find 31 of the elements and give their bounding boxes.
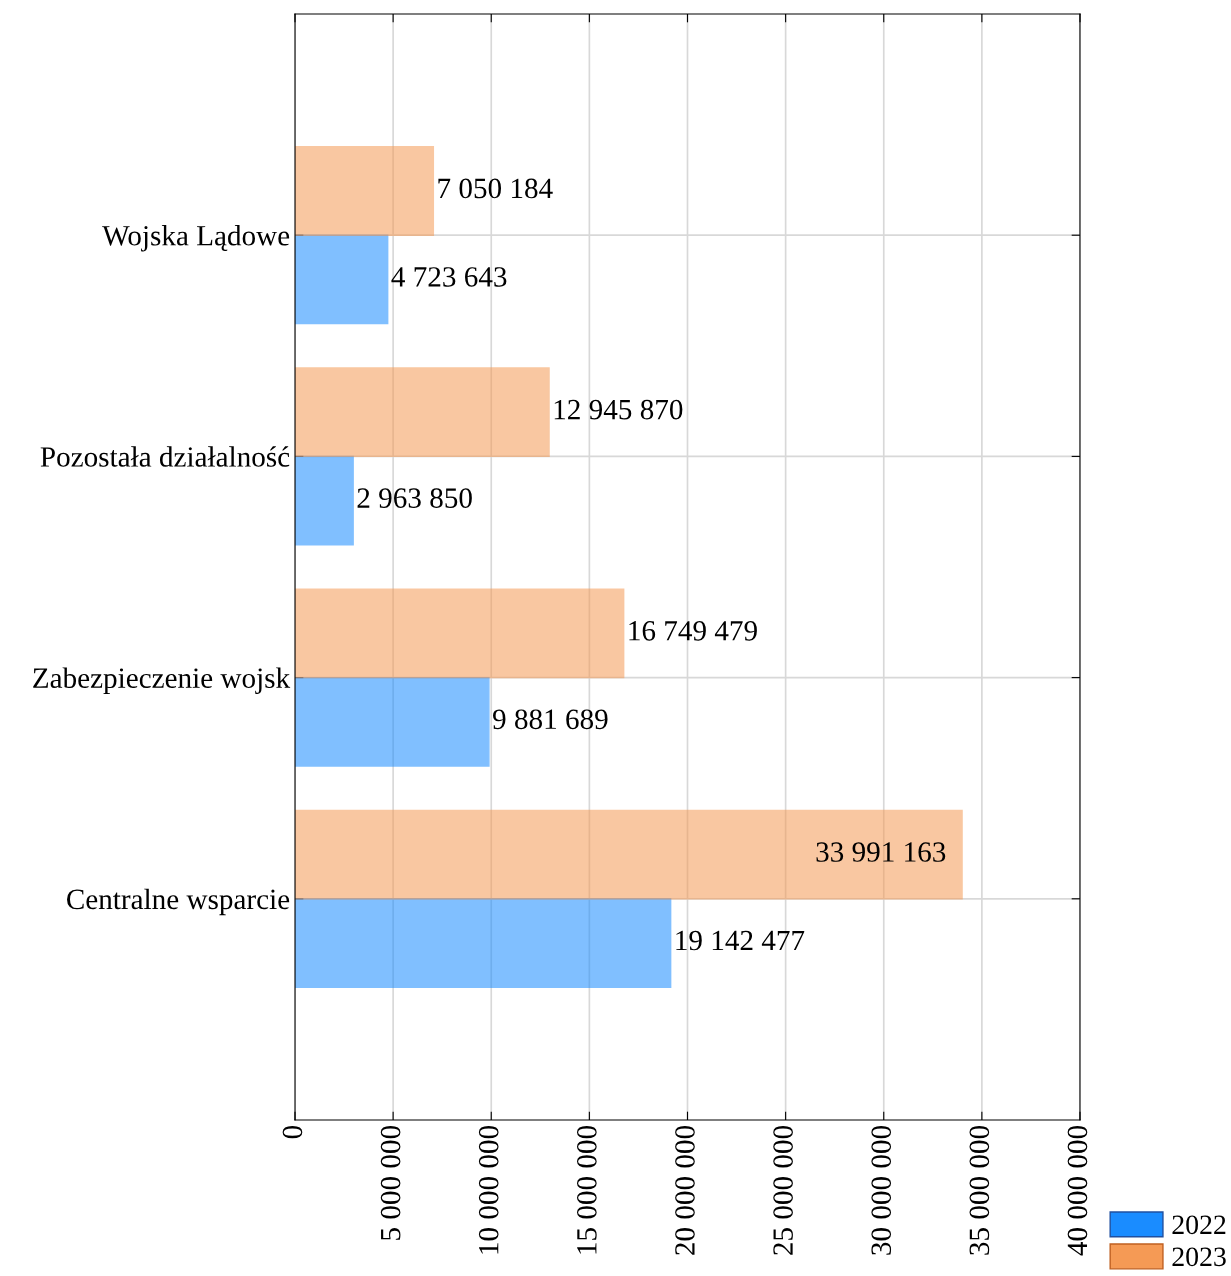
x-tick-label: 30 000 000 (871, 1125, 892, 1255)
x-tick-label: 40 000 000 (1067, 1125, 1088, 1256)
bar (295, 676, 490, 767)
y-tick-label: Wojska Lądowe (102, 225, 290, 252)
x-tick-label: 25 000 000 (773, 1125, 793, 1255)
data-label: 2 963 850 (357, 488, 472, 508)
data-label: 19 142 477 (676, 930, 805, 951)
data-label: 16 749 479 (629, 621, 757, 641)
y-tick-label: Centralne wsparcie (67, 888, 290, 916)
x-tick-label: 0 (282, 1125, 303, 1139)
bar (295, 234, 389, 325)
y-tick-label: Zabezpieczenie wojsk (33, 667, 291, 694)
data-label: 9 881 689 (493, 709, 608, 730)
data-label: 7 050 184 (438, 178, 553, 199)
data-label: 4 723 643 (391, 267, 507, 287)
bar (295, 146, 435, 236)
x-tick-label: 10 000 000 (478, 1125, 499, 1254)
x-tick-label: 20 000 000 (675, 1125, 695, 1255)
x-tick-label: 35 000 000 (969, 1125, 990, 1255)
x-tick-label: 5 000 000 (380, 1125, 401, 1240)
bar (295, 455, 354, 546)
legend-label: 2023 (1172, 1247, 1226, 1267)
data-label: 12 945 870 (554, 399, 683, 420)
bar (295, 809, 963, 900)
bar (295, 588, 625, 679)
bar (295, 898, 672, 988)
bar (295, 367, 550, 458)
x-tick-label: 15 000 000 (576, 1125, 597, 1254)
legend-label: 2022 (1172, 1215, 1226, 1235)
data-label: 33 991 163 (816, 842, 946, 862)
y-tick-label: Pozostała działalność (40, 446, 290, 467)
